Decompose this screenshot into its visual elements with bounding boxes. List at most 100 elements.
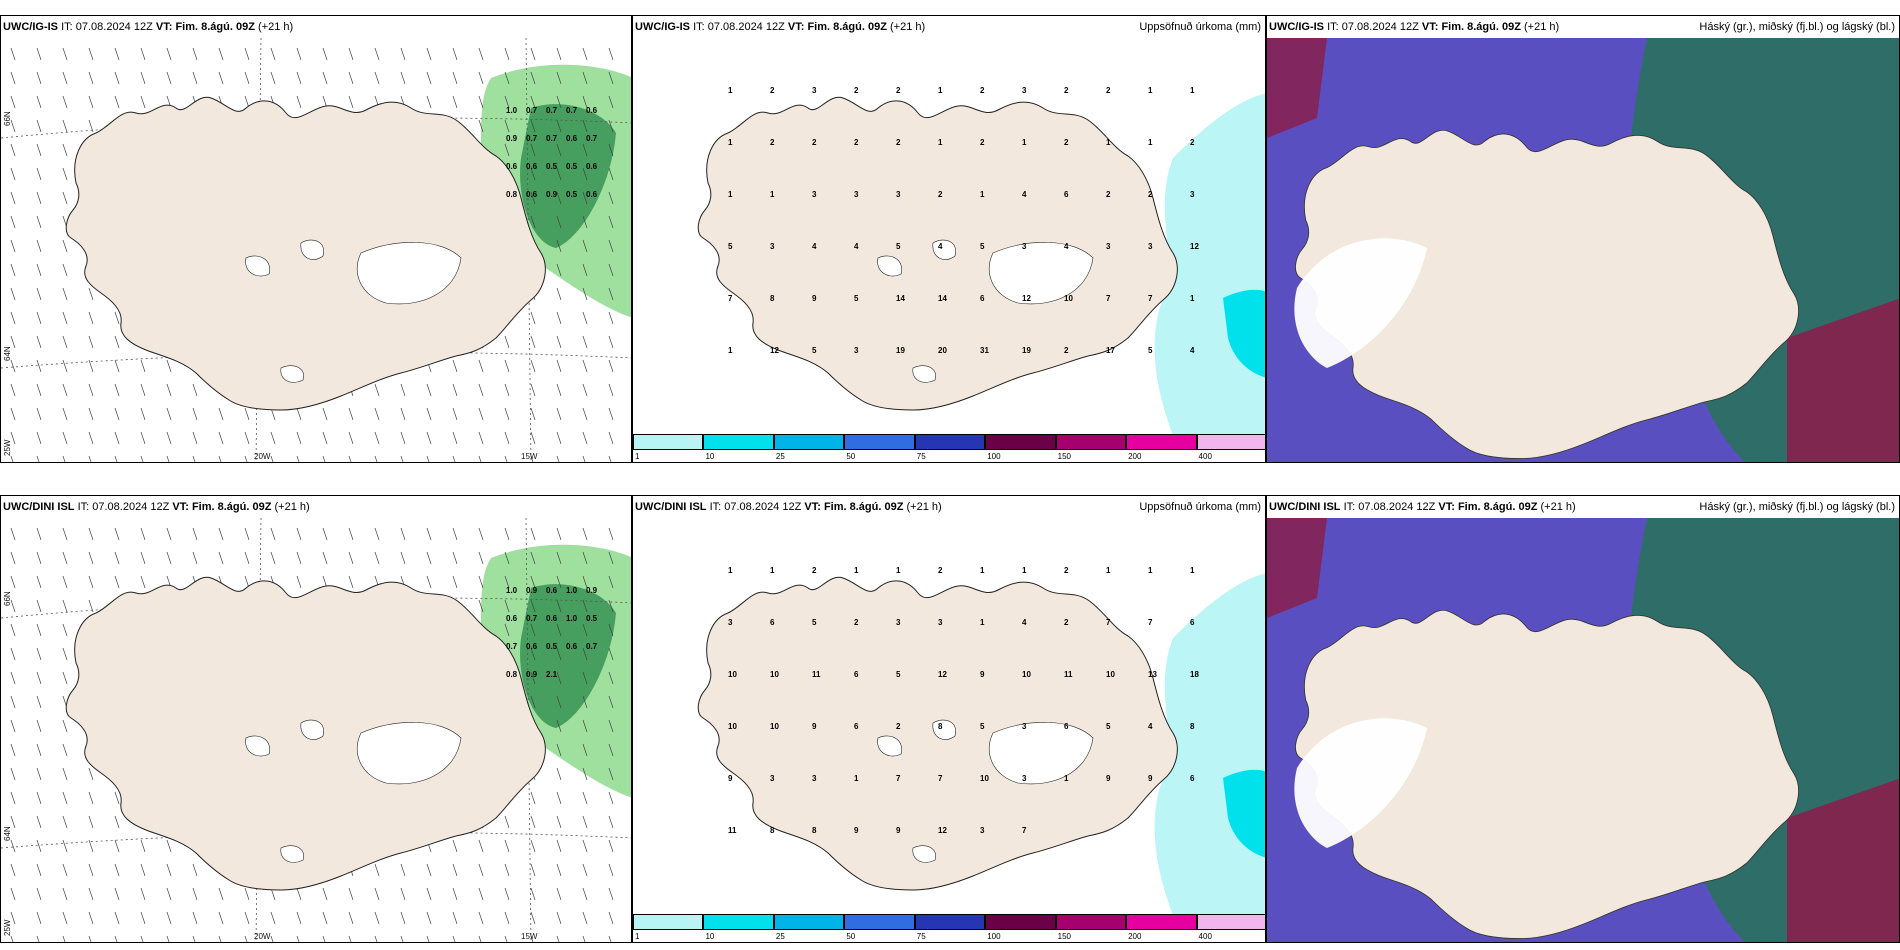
precip-amount-label: 1 [854, 566, 859, 575]
wind-barb [608, 311, 614, 325]
wind-barb [400, 407, 406, 421]
colorbar: 1 10 25 50 75 100 150 200 400 [633, 434, 1265, 462]
wind-barb [36, 911, 42, 925]
precip-amount-label: 10 [770, 670, 779, 679]
wind-barb [192, 911, 198, 925]
wind-barb [10, 839, 16, 853]
wind-barb [530, 599, 536, 613]
panel-header: UWC/DINI ISL IT: 07.08.2024 12Z VT: Fim.… [1, 496, 631, 518]
wind-barb [530, 839, 536, 853]
precip-amount-label: 1 [728, 138, 733, 147]
wind-barb [140, 431, 146, 445]
wind-barb [62, 239, 68, 253]
lat-label: 66N [3, 111, 12, 126]
colorbar-swatch [633, 434, 704, 450]
wind-barb [192, 935, 196, 942]
wind-barb [244, 47, 250, 61]
wind-barb [140, 95, 146, 109]
wind-barb [582, 383, 588, 397]
wind-barb [426, 575, 432, 589]
wind-speed-label: 0.9 [526, 670, 538, 679]
colorbar-tick: 200 [1128, 932, 1142, 941]
wind-barb [608, 287, 614, 301]
lon-label: 25W [3, 439, 12, 456]
wind-barb [140, 863, 146, 877]
wind-barb [36, 839, 42, 853]
wind-barb [504, 815, 510, 829]
wind-speed-label: 0.6 [506, 614, 518, 623]
wind-barb [530, 71, 536, 85]
it-value: 07.08.2024 12Z [707, 21, 785, 33]
glacier-vatnajokull [988, 722, 1094, 785]
wind-speed-label: 0.6 [566, 134, 578, 143]
wind-barb [530, 863, 536, 877]
wind-barb [88, 71, 94, 85]
precip-amount-label: 12 [1022, 294, 1031, 303]
wind-barb [530, 527, 536, 541]
precip-amount-label: 1 [728, 346, 733, 355]
wind-barb [322, 455, 326, 462]
wind-barb [296, 527, 302, 541]
precip-amount-label: 1 [1148, 86, 1153, 95]
wind-barb [504, 143, 510, 157]
wind-barb [452, 863, 458, 877]
wind-barb [36, 431, 42, 445]
colorbar-tick: 150 [1057, 452, 1072, 461]
wind-barb [608, 95, 614, 109]
precip-amount-label: 5 [1148, 346, 1153, 355]
it-label: IT: [693, 21, 705, 33]
it-value: 07.08.2024 12Z [724, 501, 802, 513]
colorbar-swatch [1126, 914, 1197, 930]
wind-barb [36, 383, 42, 397]
wind-barb [374, 887, 380, 901]
wind-barb [88, 359, 94, 373]
wind-barb [62, 623, 68, 637]
precip-amount-label: 2 [1190, 138, 1195, 147]
wind-barb [348, 95, 354, 109]
precip-map: 1 1 2 1 1 2 1 1 2 1 1 13 6 5 2 3 3 1 4 2 7 7 610 10 11 6 5 12 9 10 11 1… [633, 518, 1265, 928]
wind-barb [556, 431, 562, 445]
wind-barb [218, 551, 224, 565]
wind-barb [166, 911, 172, 925]
wind-barb [114, 335, 120, 349]
precip-amount-label: 3 [1022, 86, 1027, 95]
wind-barb [582, 911, 588, 925]
precip-amount-label: 9 [812, 294, 817, 303]
precip-amount-label: 3 [812, 86, 817, 95]
wind-speed-label: 0.9 [586, 586, 598, 595]
precip-amount-label: 5 [1106, 722, 1111, 731]
precip-amount-label: 2 [770, 86, 775, 95]
wind-barb [530, 623, 536, 637]
wind-barb [530, 431, 536, 445]
wind-barb [10, 143, 16, 157]
wind-barb [608, 647, 614, 661]
precip-amount-label: 8 [812, 826, 817, 835]
wind-barb [62, 863, 68, 877]
wind-barb [530, 191, 536, 205]
wind-barb [426, 911, 432, 925]
wind-barb [140, 359, 146, 373]
precip-amount-label: 4 [938, 242, 943, 251]
colorbar-swatch [773, 434, 845, 450]
wind-barb [400, 551, 406, 565]
wind-barb [400, 71, 406, 85]
it-label: IT: [77, 501, 90, 513]
precip-amount-label: 2 [812, 138, 817, 147]
wind-barb [10, 935, 14, 942]
wind-barb [62, 575, 68, 589]
wind-barb [36, 767, 42, 781]
precip-amount-label: 2 [1148, 190, 1153, 199]
precip-amount-label: 9 [1148, 774, 1153, 783]
wind-barb [530, 335, 536, 349]
cloud-free-patch [1294, 718, 1427, 848]
colorbar-tick: 200 [1128, 452, 1142, 461]
wind-barb [582, 407, 588, 421]
vt-value: Fim. 8.ágú. 09Z [1441, 21, 1521, 33]
wind-barb [556, 335, 562, 349]
panel-bot-mid: UWC/DINI ISL IT: 07.08.2024 12Z VT: Fim.… [632, 495, 1266, 943]
wind-barb [166, 47, 172, 61]
wind-barb [426, 71, 432, 85]
glacier-hofsjokull [245, 735, 270, 757]
wind-barb [452, 407, 458, 421]
colorbar-swatch [914, 914, 986, 930]
